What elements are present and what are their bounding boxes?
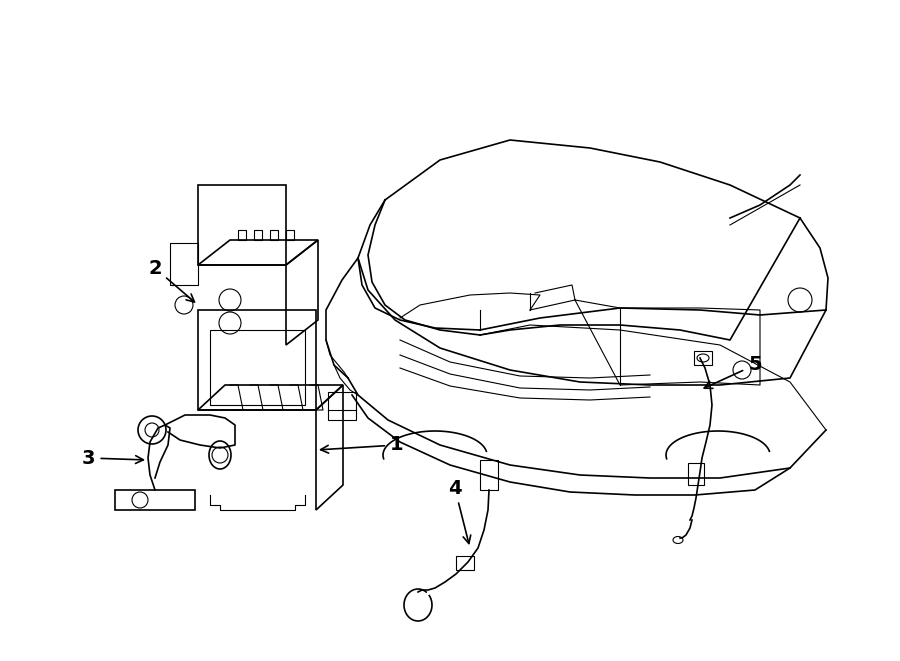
Bar bbox=[254, 230, 262, 240]
Bar bbox=[286, 230, 294, 240]
Bar bbox=[238, 230, 246, 240]
Text: 5: 5 bbox=[704, 356, 761, 389]
Bar bbox=[694, 351, 712, 365]
Bar bbox=[688, 463, 704, 485]
Bar bbox=[456, 556, 474, 570]
Bar bbox=[270, 230, 278, 240]
Text: 1: 1 bbox=[320, 436, 403, 455]
Text: 3: 3 bbox=[82, 449, 143, 467]
Bar bbox=[198, 185, 286, 265]
Bar bbox=[198, 310, 316, 410]
Bar bbox=[170, 243, 198, 285]
Bar bbox=[210, 330, 305, 405]
Bar bbox=[328, 392, 356, 420]
Bar bbox=[480, 460, 498, 490]
Text: 2: 2 bbox=[148, 258, 194, 302]
Text: 4: 4 bbox=[448, 479, 471, 543]
